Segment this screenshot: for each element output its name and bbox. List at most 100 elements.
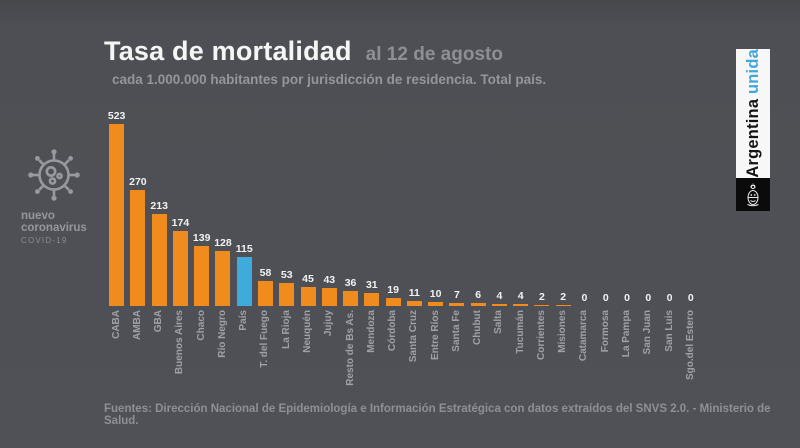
bar (194, 246, 210, 306)
x-axis-label: Chaco (195, 310, 207, 341)
bar-value-label: 10 (429, 287, 442, 300)
bar-value-label: 0 (645, 292, 652, 304)
bar-column: 0 (595, 96, 616, 306)
bar-value-label: 53 (280, 269, 293, 282)
x-axis-label: Buenos Aires (174, 310, 186, 375)
bar (534, 305, 550, 306)
bar-value-label: 4 (496, 290, 503, 303)
bar (385, 297, 401, 306)
x-axis-label: San Juan (642, 310, 654, 355)
bar-value-label: 58 (259, 267, 272, 280)
bar (406, 301, 422, 306)
bar-column: 19 (382, 96, 403, 306)
bar-column: 0 (574, 96, 595, 306)
bar-value-label: 270 (129, 175, 147, 188)
x-axis-label: Resto de Bs As. (344, 310, 356, 386)
chart-header: Tasa de mortalidad al 12 de agosto cada … (104, 36, 546, 87)
x-axis-label: País (238, 310, 250, 331)
bar-column: 6 (468, 96, 489, 306)
bar-value-label: 2 (560, 291, 567, 303)
bar-value-label: 19 (387, 283, 399, 296)
x-axis-label: La Pampa (621, 310, 632, 358)
bar (300, 286, 316, 306)
bar-value-label: 0 (687, 292, 694, 304)
bar-column: 36 (340, 96, 361, 306)
bar-highlight (236, 256, 252, 306)
virus-icon (26, 146, 82, 204)
bar-column: 11 (404, 96, 425, 306)
bar (279, 283, 295, 306)
x-axis-label: San Luis (663, 310, 675, 352)
bar-chart: 523 270 213 174 139 128 115 58 53 45 43 36 31 19 11 10 7… (106, 96, 702, 306)
bar-column: 174 (170, 96, 191, 306)
bar-column: 0 (638, 96, 659, 306)
bar-column: 523 (106, 96, 127, 306)
bar-column: 0 (659, 96, 680, 306)
x-axis-label: Río Negro (216, 310, 228, 358)
bar-column: 45 (297, 96, 318, 306)
x-axis-label: GBA (153, 310, 165, 333)
bar (364, 292, 380, 306)
bar (428, 301, 444, 306)
x-axis-label: Santa Fe (450, 310, 462, 352)
bar-column: 115 (234, 96, 255, 306)
bar-value-label: 7 (453, 289, 460, 301)
covid-badge: nuevo coronavirus COVID-19 (16, 146, 87, 246)
covid-badge-line3: COVID-19 (21, 236, 68, 246)
x-axis-label: Tucumán (514, 310, 526, 354)
x-axis-label: Sgo.del Estero (684, 310, 696, 381)
bar-value-label: 174 (171, 217, 190, 230)
bar-column: 7 (446, 96, 467, 306)
bar-value-label: 128 (214, 236, 232, 249)
chart-date: al 12 de agosto (365, 44, 503, 65)
bar-column: 2 (531, 96, 552, 306)
bar (172, 231, 188, 306)
bar (130, 189, 146, 306)
x-axis-label: Corrientes (535, 310, 547, 361)
bar-value-label: 43 (323, 273, 336, 286)
argentina-unida-banner: Argentina unida (736, 49, 770, 211)
x-axis-label: Santa Cruz (408, 310, 420, 363)
x-axis-label: Misiones (557, 310, 569, 353)
bar-column: 4 (489, 96, 510, 306)
bar-value-label: 523 (107, 110, 126, 122)
bar-value-label: 115 (235, 242, 253, 255)
x-axis-label: Chubut (472, 310, 484, 345)
argentina-unida-label: Argentina unida (736, 49, 770, 178)
x-axis-label: CABA (110, 310, 122, 339)
bar-column: 2 (553, 96, 574, 306)
bar-value-label: 11 (408, 287, 420, 300)
bar-value-label: 31 (365, 278, 378, 291)
bar-column: 0 (616, 96, 637, 306)
bar (491, 304, 507, 306)
bar (555, 305, 571, 306)
bar (449, 303, 465, 306)
banner-country-text: Argentina (743, 98, 762, 178)
bar-column: 128 (212, 96, 233, 306)
bar (513, 304, 529, 306)
bar (109, 124, 125, 306)
bar-column: 4 (510, 96, 531, 306)
bar (470, 303, 486, 306)
bar-value-label: 6 (475, 289, 482, 302)
x-axis-label: Catamarca (578, 310, 590, 362)
bar-value-label: 45 (302, 272, 314, 285)
x-axis-labels: CABA AMBA GBA Buenos Aires Chaco Río Negro Paí… (106, 310, 702, 386)
banner-unida-text: unida (743, 49, 762, 95)
argentina-coat-of-arms-icon (736, 178, 770, 211)
bar-column: 43 (319, 96, 340, 306)
bar-column: 58 (255, 96, 276, 306)
bar-value-label: 2 (539, 291, 545, 303)
x-axis-label: Mendoza (365, 310, 377, 353)
x-axis-label: Entre Ríos (429, 310, 441, 361)
bar-column: 31 (361, 96, 382, 306)
bar-value-label: 0 (624, 292, 630, 304)
bar (343, 290, 359, 306)
bar-value-label: 36 (344, 276, 357, 289)
covid-badge-line1: nuevo (21, 210, 55, 222)
bar (321, 287, 337, 306)
bar-column: 53 (276, 96, 297, 306)
bar-value-label: 0 (602, 292, 609, 304)
bar (257, 281, 273, 306)
bar-column: 270 (127, 96, 148, 306)
